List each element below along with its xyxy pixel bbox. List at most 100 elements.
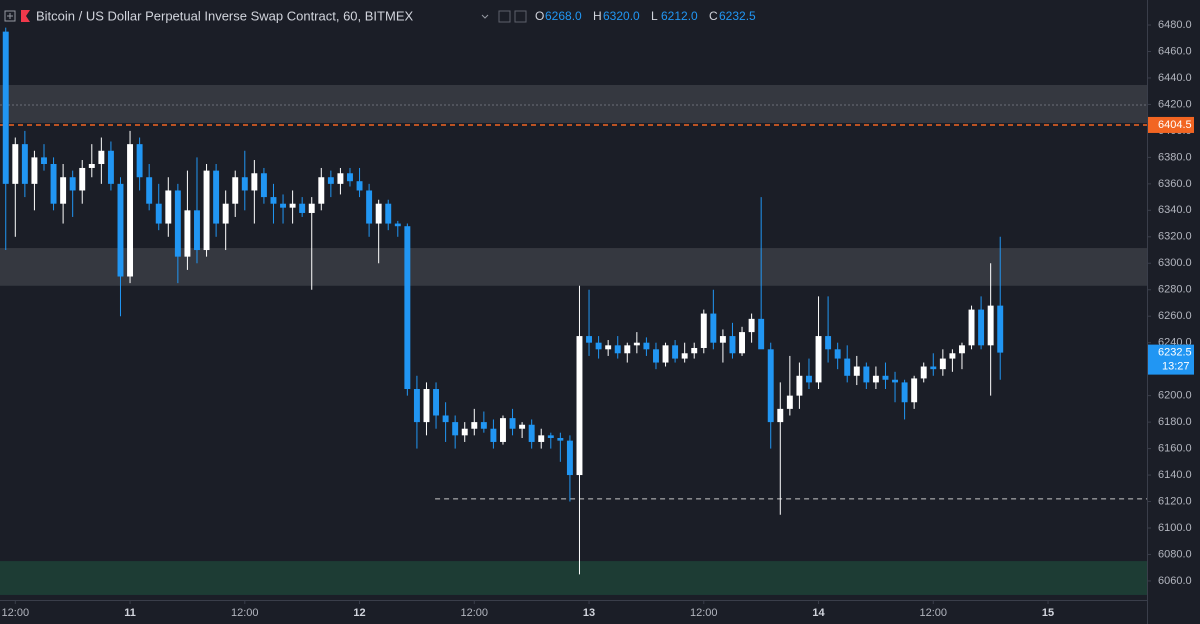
ohlc-value: 6232.5	[719, 9, 756, 23]
candle-body	[767, 349, 774, 423]
candle-body	[356, 181, 363, 191]
candle-body	[815, 336, 822, 383]
candle-body	[739, 332, 746, 354]
candle-body	[892, 379, 898, 383]
candle-body	[165, 190, 172, 224]
candle-body	[643, 342, 650, 350]
candle-body	[213, 170, 220, 224]
candle-body	[662, 345, 669, 363]
price-line-label: 6404.5	[1158, 119, 1192, 131]
candle-body	[318, 177, 325, 204]
candle-body	[60, 177, 67, 204]
last-price-tag	[1148, 344, 1194, 375]
candle-body	[500, 418, 506, 442]
candle-body	[547, 435, 554, 438]
y-tick-label: 6120.0	[1158, 495, 1192, 507]
candle-body	[978, 309, 985, 346]
candle-body	[681, 353, 688, 359]
candle-body	[260, 173, 267, 198]
candle-body	[758, 318, 765, 350]
candle-body	[633, 342, 640, 346]
ohlc-label: O	[535, 9, 544, 23]
candle-body	[136, 144, 143, 178]
candle-body	[423, 389, 430, 423]
candle-body	[777, 408, 784, 423]
zone	[0, 248, 1147, 286]
candle-body	[844, 358, 851, 376]
y-tick-label: 6320.0	[1158, 231, 1192, 243]
candle-body	[605, 345, 612, 350]
last-price-label: 6232.5	[1158, 347, 1192, 359]
ohlc-value: 6268.0	[545, 9, 582, 23]
candle-body	[270, 197, 277, 204]
candle-body	[882, 375, 889, 380]
candle-body	[347, 173, 353, 182]
candle-body	[461, 428, 468, 436]
candle-body	[872, 375, 879, 383]
candle-body	[442, 415, 449, 423]
candle-body	[41, 157, 47, 164]
countdown-label: 13:27	[1162, 361, 1190, 373]
candle-body	[700, 313, 707, 348]
hide-icon[interactable]	[514, 10, 527, 23]
candle-body	[901, 382, 908, 403]
candle-body	[241, 177, 248, 191]
candle-body	[930, 366, 937, 370]
candle-body	[174, 190, 181, 257]
candle-body	[863, 366, 870, 383]
settings-icon[interactable]	[498, 10, 511, 23]
candle-body	[519, 424, 526, 429]
candle-body	[729, 336, 736, 354]
x-tick-label: 12:00	[920, 607, 948, 619]
ohlc-label: L	[651, 9, 658, 23]
x-tick-label: 13	[583, 607, 595, 619]
symbol-title: Bitcoin / US Dollar Perpetual Inverse Sw…	[36, 8, 413, 23]
y-tick-label: 6140.0	[1158, 469, 1192, 481]
candle-body	[21, 144, 28, 184]
x-tick-label: 15	[1042, 607, 1054, 619]
candle-body	[576, 336, 583, 476]
zone	[0, 84, 1147, 123]
candle-body	[2, 31, 9, 184]
candle-body	[672, 345, 679, 359]
y-tick-label: 6180.0	[1158, 416, 1192, 428]
candle-body	[538, 435, 545, 442]
candle-body	[308, 203, 315, 213]
candle-body	[366, 190, 373, 224]
ohlc-value: 6212.0	[661, 9, 698, 23]
candle-body	[586, 336, 593, 343]
candle-body	[490, 428, 497, 442]
x-tick-label: 11	[124, 607, 136, 619]
ohlc-value: 6320.0	[603, 9, 640, 23]
y-tick-label: 6340.0	[1158, 204, 1192, 216]
candle-body	[509, 418, 516, 429]
ohlc-label: C	[709, 9, 718, 23]
y-tick-label: 6460.0	[1158, 45, 1192, 57]
candle-body	[88, 163, 95, 168]
candle-body	[12, 144, 19, 184]
x-tick-label: 12	[353, 607, 365, 619]
y-tick-label: 6200.0	[1158, 390, 1192, 402]
ohlc-label: H	[593, 9, 602, 23]
y-tick-label: 6480.0	[1158, 19, 1192, 31]
candle-body	[394, 223, 401, 227]
candle-body	[194, 210, 200, 251]
candle-body	[748, 318, 755, 333]
zone	[0, 561, 1147, 595]
candle-body	[98, 150, 105, 164]
candle-body	[280, 203, 287, 208]
candle-body	[433, 389, 440, 416]
candle-body	[528, 424, 535, 442]
candle-body	[968, 309, 975, 346]
candle-body	[653, 349, 659, 363]
dropdown-icon[interactable]	[481, 14, 489, 19]
candle-body	[452, 422, 459, 436]
candle-body	[107, 150, 114, 184]
y-tick-label: 6360.0	[1158, 178, 1192, 190]
expand-icon[interactable]	[4, 10, 16, 22]
candle-body	[614, 345, 621, 354]
candle-body	[299, 203, 306, 213]
candle-body	[595, 342, 602, 350]
y-tick-label: 6260.0	[1158, 310, 1192, 322]
